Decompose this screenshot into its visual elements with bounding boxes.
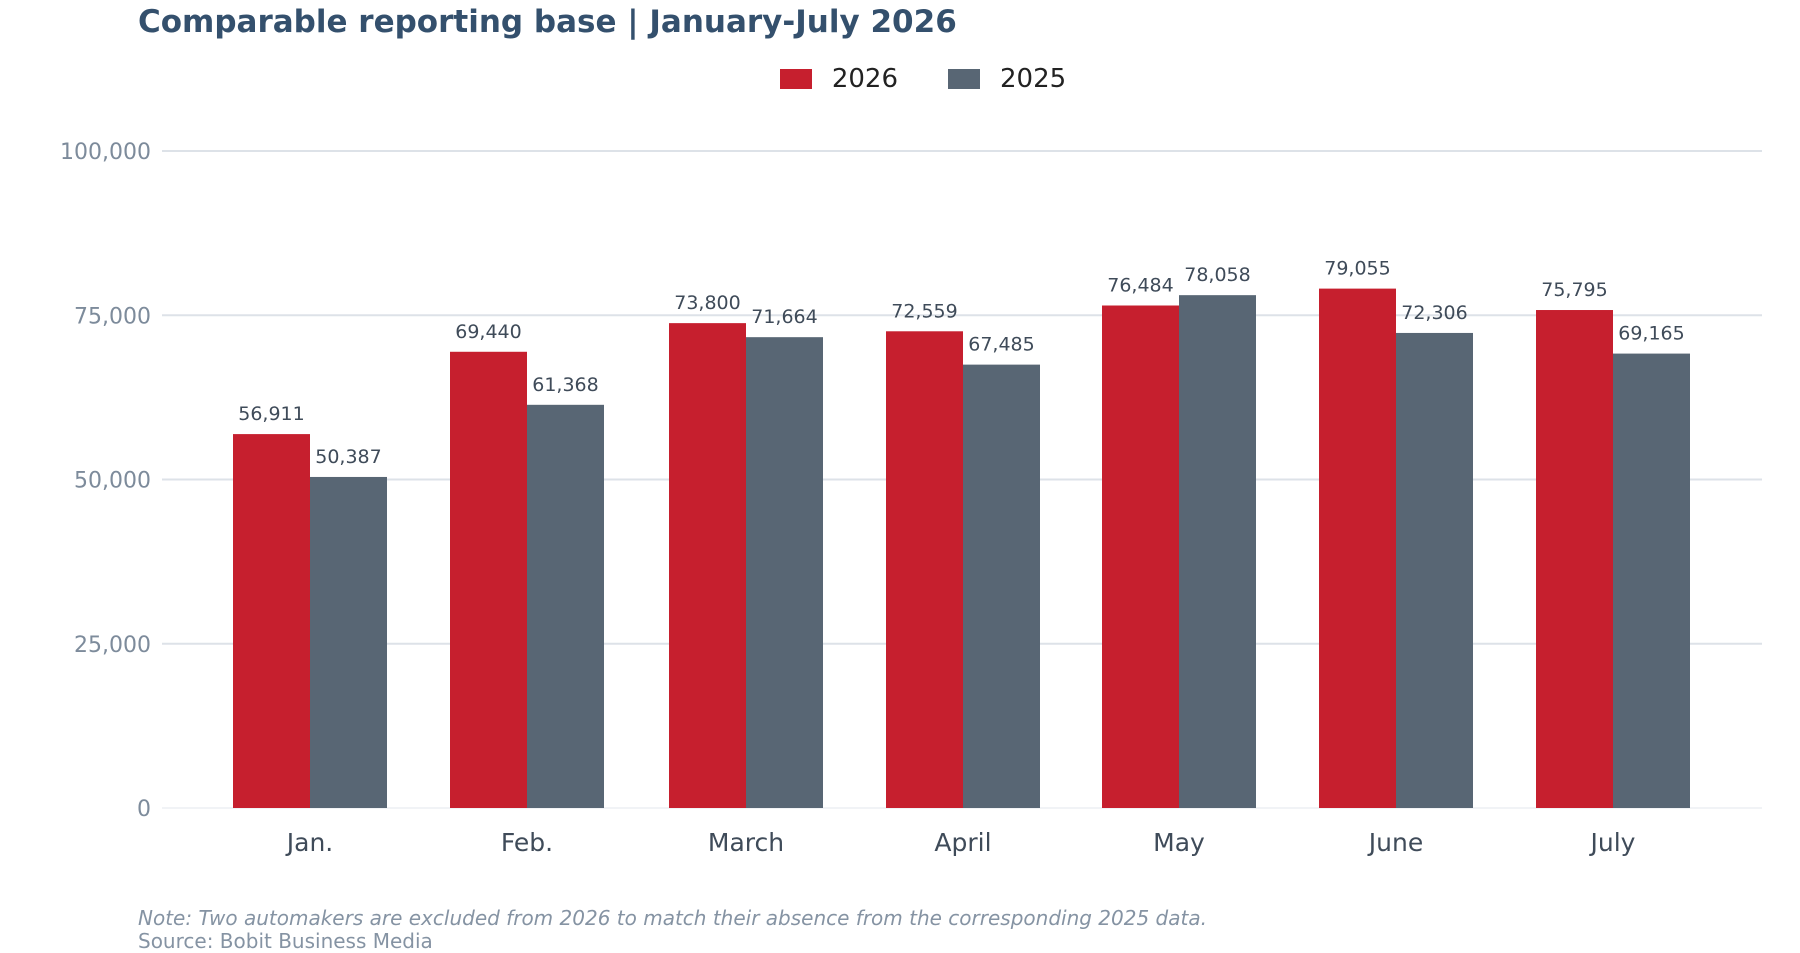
x-tick-label: July xyxy=(1589,828,1636,857)
x-tick-label: Jan. xyxy=(285,828,333,857)
data-label: 67,485 xyxy=(968,334,1034,356)
data-label: 69,165 xyxy=(1618,323,1684,345)
legend-label-2026: 2026 xyxy=(831,64,898,94)
chart-note: Note: Two automakers are excluded from 2… xyxy=(138,906,1207,930)
data-label: 78,058 xyxy=(1184,264,1250,286)
bar-2026-may xyxy=(1102,305,1179,808)
data-label: 76,484 xyxy=(1107,275,1173,297)
bar-2025-may xyxy=(1179,295,1256,808)
x-tick-label: Feb. xyxy=(501,828,553,857)
bar-2025-march xyxy=(746,337,823,808)
data-label: 50,387 xyxy=(315,446,381,468)
data-label: 56,911 xyxy=(238,403,304,425)
legend-swatch-2026 xyxy=(779,69,812,89)
data-label: 73,800 xyxy=(674,292,740,314)
data-label: 69,440 xyxy=(455,321,521,343)
y-tick-label: 100,000 xyxy=(60,140,151,165)
bar-2025-feb xyxy=(527,404,604,808)
legend-label-2025: 2025 xyxy=(1000,64,1067,94)
x-tick-label: May xyxy=(1153,828,1205,857)
bar-2025-july xyxy=(1613,353,1690,808)
legend-swatch-2025 xyxy=(948,69,980,89)
data-label: 72,559 xyxy=(891,300,957,322)
legend-item-2025: 2025 xyxy=(948,64,1066,94)
bar-2026-june xyxy=(1319,288,1396,808)
bar-2026-july xyxy=(1536,310,1613,808)
chart-title: Comparable reporting base | January-July… xyxy=(138,4,957,40)
bar-2026-feb xyxy=(450,351,527,808)
x-tick-label: April xyxy=(934,828,991,857)
chart-source: Source: Bobit Business Media xyxy=(138,929,433,953)
data-label: 79,055 xyxy=(1324,258,1390,280)
data-label: 72,306 xyxy=(1401,302,1467,324)
y-tick-label: 0 xyxy=(137,797,151,822)
bar-2025-june xyxy=(1396,332,1473,808)
x-tick-label: March xyxy=(708,828,784,857)
bar-2026-march xyxy=(669,323,746,808)
legend: 2026 2025 xyxy=(0,64,1800,94)
data-label: 75,795 xyxy=(1541,279,1607,301)
bar-2025-jan xyxy=(310,476,387,808)
y-tick-label: 75,000 xyxy=(74,304,151,329)
bar-2026-jan xyxy=(233,434,310,808)
bar-2026-april xyxy=(886,331,963,808)
data-label: 61,368 xyxy=(532,374,598,396)
x-tick-label: June xyxy=(1367,828,1423,857)
data-label: 71,664 xyxy=(751,306,817,328)
y-tick-label: 25,000 xyxy=(74,633,151,658)
bar-2025-april xyxy=(963,364,1040,808)
legend-item-2026: 2026 xyxy=(779,64,898,94)
y-tick-label: 50,000 xyxy=(74,469,151,494)
